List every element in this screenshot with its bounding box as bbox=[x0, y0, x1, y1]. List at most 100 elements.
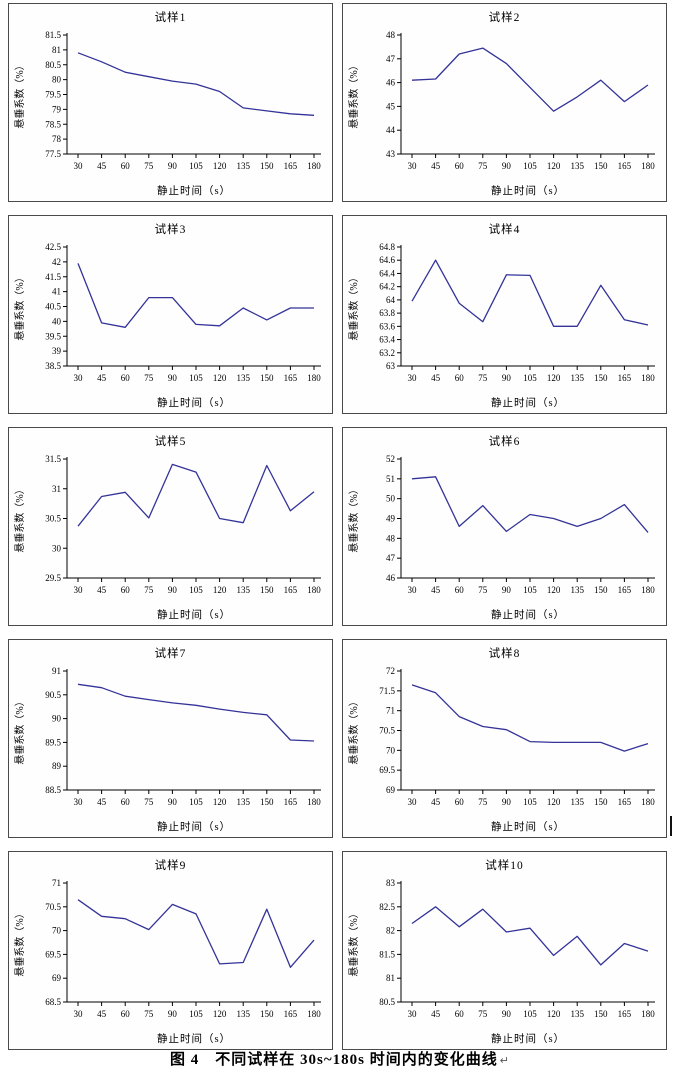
x-tick-label: 150 bbox=[594, 1009, 608, 1019]
paragraph-mark: ↵ bbox=[499, 1055, 510, 1067]
x-tick-label: 75 bbox=[478, 797, 488, 807]
y-axis-label: 悬垂系数（%） bbox=[13, 60, 26, 128]
y-tick-label: 41.5 bbox=[45, 272, 61, 282]
x-tick-label: 150 bbox=[594, 797, 608, 807]
x-tick-label: 60 bbox=[455, 797, 465, 807]
chart-sample-6: 试样6 46 47 48 49 50 51 52 30 45 60 75 90 105 120 135 150… bbox=[342, 427, 667, 626]
y-axis-label: 悬垂系数（%） bbox=[13, 272, 26, 340]
y-tick-label: 31 bbox=[52, 484, 61, 494]
x-tick-label: 120 bbox=[547, 161, 561, 171]
chart-title: 试样6 bbox=[488, 436, 521, 448]
x-tick-label: 60 bbox=[121, 797, 131, 807]
x-tick-label: 150 bbox=[260, 585, 274, 595]
x-tick-label: 105 bbox=[189, 161, 203, 171]
x-tick-label: 45 bbox=[97, 161, 107, 171]
x-tick-label: 30 bbox=[74, 797, 84, 807]
x-tick-label: 30 bbox=[408, 1009, 418, 1019]
y-tick-label: 44 bbox=[386, 125, 396, 135]
chart-plot: 29.5 30 30.5 31 31.5 30 45 60 75 90 105 120 135 150 16… bbox=[13, 454, 321, 621]
chart-sample-5: 试样5 29.5 30 30.5 31 31.5 30 45 60 75 90 105 120 135 1… bbox=[8, 427, 333, 626]
x-tick-label: 180 bbox=[641, 1009, 655, 1019]
x-tick-label: 180 bbox=[307, 797, 321, 807]
x-tick-label: 30 bbox=[408, 373, 418, 383]
y-tick-label: 90.5 bbox=[45, 690, 61, 700]
x-tick-label: 75 bbox=[478, 373, 488, 383]
x-tick-label: 105 bbox=[523, 161, 537, 171]
x-tick-label: 60 bbox=[455, 1009, 465, 1019]
y-tick-label: 69.5 bbox=[45, 949, 61, 959]
y-tick-label: 48 bbox=[386, 533, 396, 543]
x-tick-label: 75 bbox=[478, 161, 488, 171]
x-tick-label: 120 bbox=[547, 585, 561, 595]
chart-plot: 46 47 48 49 50 51 52 30 45 60 75 90 105 120 135 150 165 1… bbox=[347, 454, 655, 621]
x-tick-label: 150 bbox=[594, 585, 608, 595]
y-tick-label: 46 bbox=[386, 78, 396, 88]
text-cursor bbox=[670, 816, 672, 836]
y-tick-label: 81 bbox=[386, 973, 395, 983]
y-tick-label: 29.5 bbox=[45, 573, 61, 583]
x-tick-label: 105 bbox=[189, 797, 203, 807]
x-tick-label: 60 bbox=[455, 373, 465, 383]
y-tick-label: 64.8 bbox=[379, 242, 395, 252]
x-tick-label: 75 bbox=[144, 373, 154, 383]
series-line bbox=[411, 47, 649, 112]
x-tick-label: 135 bbox=[236, 585, 250, 595]
x-tick-label: 165 bbox=[284, 585, 298, 595]
x-tick-label: 105 bbox=[189, 585, 203, 595]
y-tick-label: 69.5 bbox=[379, 765, 395, 775]
x-tick-label: 165 bbox=[284, 161, 298, 171]
chart-sample-9: 试样9 68.5 69 69.5 70 70.5 71 30 45 60 75 90 105 120 13… bbox=[8, 851, 333, 1050]
y-tick-label: 51 bbox=[386, 474, 395, 484]
figure-caption: 图 4 不同试样在 30s~180s 时间内的变化曲线 ↵ bbox=[0, 1048, 680, 1074]
y-axis-label: 悬垂系数（%） bbox=[347, 908, 360, 976]
y-tick-label: 40.5 bbox=[45, 302, 61, 312]
x-tick-label: 120 bbox=[213, 161, 227, 171]
y-tick-label: 80 bbox=[52, 75, 62, 85]
x-tick-label: 180 bbox=[641, 161, 655, 171]
chart-sample-2: 试样2 43 44 45 46 47 48 30 45 60 75 90 105 120 135 150 16… bbox=[342, 3, 667, 202]
x-tick-label: 45 bbox=[431, 585, 441, 595]
x-tick-label: 45 bbox=[431, 161, 441, 171]
x-tick-label: 90 bbox=[502, 373, 512, 383]
x-tick-label: 30 bbox=[74, 585, 84, 595]
y-tick-label: 30.5 bbox=[45, 514, 61, 524]
chart-title: 试样1 bbox=[154, 12, 187, 24]
x-tick-label: 165 bbox=[284, 797, 298, 807]
y-tick-label: 82 bbox=[386, 926, 395, 936]
x-tick-label: 75 bbox=[144, 161, 154, 171]
y-tick-label: 43 bbox=[386, 149, 396, 159]
x-tick-label: 135 bbox=[570, 585, 584, 595]
chart-plot: 43 44 45 46 47 48 30 45 60 75 90 105 120 135 150 165 180… bbox=[347, 30, 655, 197]
x-tick-label: 75 bbox=[478, 585, 488, 595]
x-tick-label: 165 bbox=[284, 1009, 298, 1019]
y-tick-label: 50 bbox=[386, 494, 396, 504]
x-tick-label: 135 bbox=[236, 373, 250, 383]
x-tick-label: 75 bbox=[144, 1009, 154, 1019]
x-tick-label: 30 bbox=[408, 161, 418, 171]
y-tick-label: 78.5 bbox=[45, 119, 61, 129]
y-tick-label: 81.5 bbox=[45, 30, 61, 40]
y-tick-label: 80.5 bbox=[45, 60, 61, 70]
x-tick-label: 45 bbox=[97, 585, 107, 595]
y-tick-label: 64.2 bbox=[379, 282, 395, 292]
chart-plot: 68.5 69 69.5 70 70.5 71 30 45 60 75 90 105 120 135 150… bbox=[13, 878, 321, 1045]
y-tick-label: 49 bbox=[386, 514, 396, 524]
x-tick-label: 60 bbox=[455, 161, 465, 171]
x-tick-label: 135 bbox=[236, 161, 250, 171]
y-axis-label: 悬垂系数（%） bbox=[347, 696, 360, 764]
x-tick-label: 105 bbox=[189, 373, 203, 383]
series-line bbox=[411, 906, 649, 966]
x-tick-label: 150 bbox=[260, 161, 274, 171]
x-axis-label: 静止时间（s） bbox=[491, 1032, 565, 1045]
y-tick-label: 77.5 bbox=[45, 149, 61, 159]
x-tick-label: 30 bbox=[74, 373, 84, 383]
x-tick-label: 165 bbox=[284, 373, 298, 383]
x-tick-label: 90 bbox=[502, 161, 512, 171]
x-tick-label: 105 bbox=[523, 1009, 537, 1019]
y-tick-label: 83 bbox=[386, 878, 396, 888]
x-tick-label: 165 bbox=[618, 585, 632, 595]
x-tick-label: 150 bbox=[260, 797, 274, 807]
y-tick-label: 71 bbox=[386, 706, 395, 716]
y-axis-label: 悬垂系数（%） bbox=[347, 60, 360, 128]
x-tick-label: 180 bbox=[307, 161, 321, 171]
